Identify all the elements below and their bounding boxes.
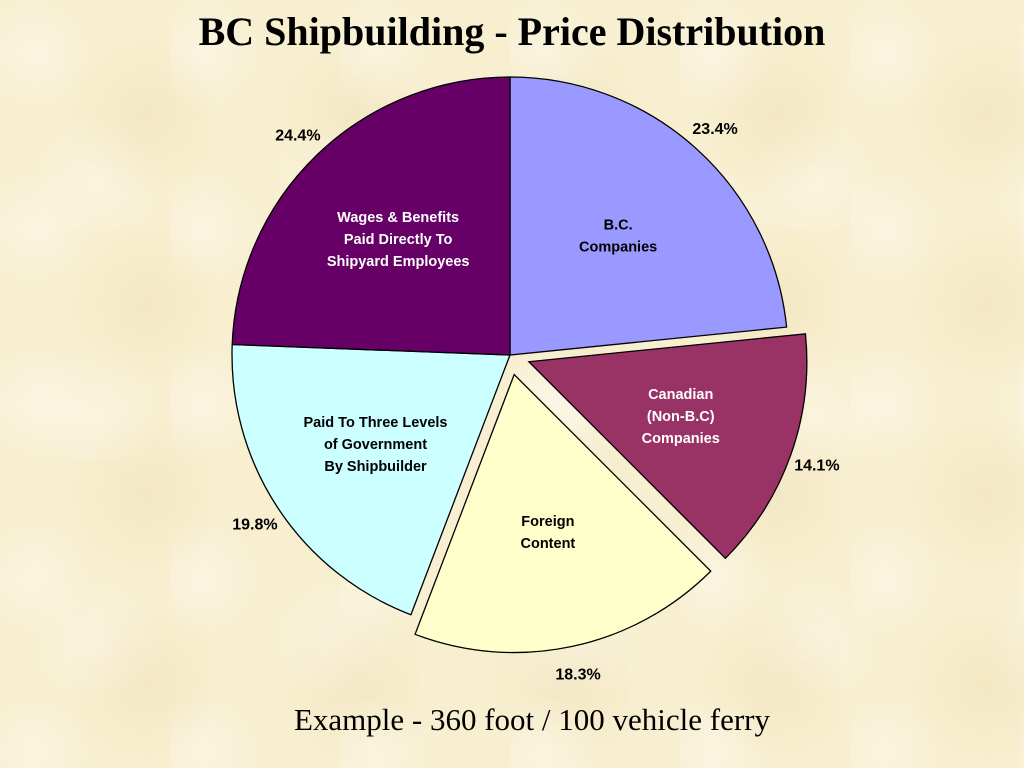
slice-label-line: Companies — [642, 431, 720, 447]
slice-value-foreign-content: 18.3% — [555, 667, 600, 684]
slice-label-line: Wages & Benefits — [337, 210, 459, 226]
slice-label-canadian-non-b-c-companies: Canadian (Non-B.C) Companies — [642, 387, 720, 447]
slice-label-b-c-companies: B.C. Companies — [579, 217, 657, 255]
slice-label-foreign-content: Foreign Content — [520, 514, 575, 552]
slice-value-b-c-companies: 23.4% — [692, 121, 737, 138]
slice-label-line: (Non-B.C) — [647, 409, 715, 425]
slice-value-canadian-non-b-c-companies: 14.1% — [794, 457, 839, 474]
slice-label-line: Companies — [579, 239, 657, 255]
pie-slice-paid-to-three-levels-of-government-by-shipbuilder — [231, 343, 511, 616]
slice-label-line: Shipyard Employees — [327, 254, 470, 270]
slice-label-paid-to-three-levels-of-government-by-shipbuilder: Paid To Three Levels of Government By Ship… — [304, 415, 448, 475]
slice-label-line: B.C. — [604, 217, 633, 233]
pie-slice-wages-benefits-paid-directly-to-shipyard-employees — [231, 76, 511, 356]
slice-label-line: Paid Directly To — [344, 232, 453, 248]
slice-label-line: of Government — [324, 437, 427, 453]
slice-value-paid-to-three-levels-of-government-by-shipbuilder: 19.8% — [232, 517, 277, 534]
slice-label-line: Foreign — [521, 514, 574, 530]
slice-label-line: Paid To Three Levels — [304, 415, 448, 431]
slice-label-line: Content — [520, 536, 575, 552]
slice-value-wages-benefits-paid-directly-to-shipyard-employees: 24.4% — [275, 128, 320, 145]
pie-slice-foreign-content — [414, 373, 712, 654]
pie-slice-b-c-companies — [509, 76, 788, 356]
pie-slice-canadian-non-b-c-companies — [527, 333, 808, 560]
slice-label-line: Canadian — [648, 387, 713, 403]
slice-label-line: By Shipbuilder — [324, 459, 427, 475]
chart-title: BC Shipbuilding - Price Distribution — [198, 9, 826, 54]
chart-subtitle: Example - 360 foot / 100 vehicle ferry — [293, 702, 771, 737]
slice-label-wages-benefits-paid-directly-to-shipyard-employees: Wages & Benefits Paid Directly To Shipyard… — [327, 210, 470, 270]
